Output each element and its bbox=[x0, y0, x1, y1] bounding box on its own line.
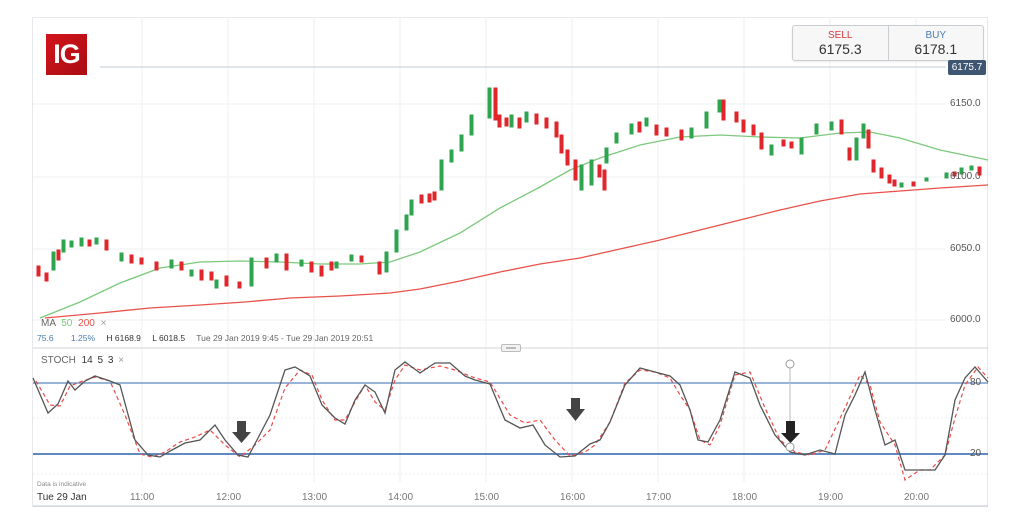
buy-button[interactable]: BUY 6178.1 bbox=[887, 26, 984, 60]
sell-button[interactable]: SELL 6175.3 bbox=[793, 26, 888, 60]
x-tick-label: 18:00 bbox=[732, 492, 758, 503]
x-tick-label: 19:00 bbox=[818, 492, 844, 503]
stoch-legend: STOCH 14 5 3 × bbox=[41, 355, 124, 366]
down-arrow-icon bbox=[566, 398, 585, 421]
ma-slow-period[interactable]: 200 bbox=[78, 318, 95, 329]
stoch-20-label: 20 bbox=[970, 448, 982, 459]
candles bbox=[36, 87, 982, 289]
down-arrow-icon bbox=[232, 421, 251, 443]
annotation-handle-icon bbox=[785, 359, 795, 369]
change-percent: 1.25% bbox=[70, 333, 96, 343]
chart-frame bbox=[32, 17, 988, 507]
x-tick-label: 15:00 bbox=[474, 492, 500, 503]
change-value: 75.6 bbox=[37, 333, 54, 343]
date-label: Tue 29 Jan bbox=[37, 492, 87, 503]
ig-logo: IG bbox=[46, 34, 87, 75]
y-tick-label: 6150.0 bbox=[950, 98, 981, 109]
x-tick-label: 16:00 bbox=[560, 492, 586, 503]
x-tick-label: 11:00 bbox=[130, 492, 155, 503]
down-arrow-icon bbox=[781, 421, 800, 443]
ma-label: MA bbox=[41, 318, 56, 329]
y-tick-label: 6050.0 bbox=[950, 243, 981, 254]
stoch-label: STOCH bbox=[41, 355, 76, 366]
stoch-k-line bbox=[32, 361, 989, 471]
sell-label: SELL bbox=[828, 29, 853, 41]
stoch-80-label: 80 bbox=[970, 377, 982, 388]
ma-fast-period[interactable]: 50 bbox=[61, 318, 73, 329]
sell-price: 6175.3 bbox=[818, 40, 862, 57]
stoch-d-period[interactable]: 5 bbox=[97, 355, 104, 366]
current-price-tag: 6175.7 bbox=[948, 60, 986, 75]
high-value: H 6168.9 bbox=[106, 333, 141, 343]
low-value: L 6018.5 bbox=[152, 333, 186, 343]
y-tick-label: 6100.0 bbox=[950, 171, 981, 182]
ma-legend: MA 50 200 × bbox=[41, 318, 106, 329]
x-tick-label: 12:00 bbox=[216, 492, 242, 503]
ma200-line bbox=[44, 184, 989, 319]
x-tick-label: 17:00 bbox=[646, 492, 672, 503]
close-ma-icon[interactable]: × bbox=[100, 318, 107, 329]
data-indicative-note: Data is indicative bbox=[37, 481, 87, 488]
x-tick-label: 14:00 bbox=[388, 492, 414, 503]
deal-ticket: SELL 6175.3 BUY 6178.1 bbox=[792, 25, 984, 61]
buy-label: BUY bbox=[925, 29, 947, 41]
y-tick-label: 6000.0 bbox=[950, 314, 981, 325]
panel-resize-handle[interactable] bbox=[501, 344, 521, 352]
buy-price: 6178.1 bbox=[914, 40, 958, 57]
stoch-k-period[interactable]: 14 bbox=[81, 355, 93, 366]
close-stoch-icon[interactable]: × bbox=[118, 355, 125, 366]
x-tick-label: 20:00 bbox=[904, 492, 930, 503]
annotation-handle-icon bbox=[785, 442, 795, 452]
x-tick-label: 13:00 bbox=[302, 492, 328, 503]
ma50-line bbox=[39, 131, 989, 319]
stoch-smooth-period[interactable]: 3 bbox=[107, 355, 114, 366]
grid bbox=[33, 17, 988, 482]
info-bar: 75.6 1.25% H 6168.9 L 6018.5 Tue 29 Jan … bbox=[37, 333, 382, 343]
stoch-d-line bbox=[35, 364, 989, 481]
date-range: Tue 29 Jan 2019 9:45 - Tue 29 Jan 2019 2… bbox=[196, 333, 374, 343]
